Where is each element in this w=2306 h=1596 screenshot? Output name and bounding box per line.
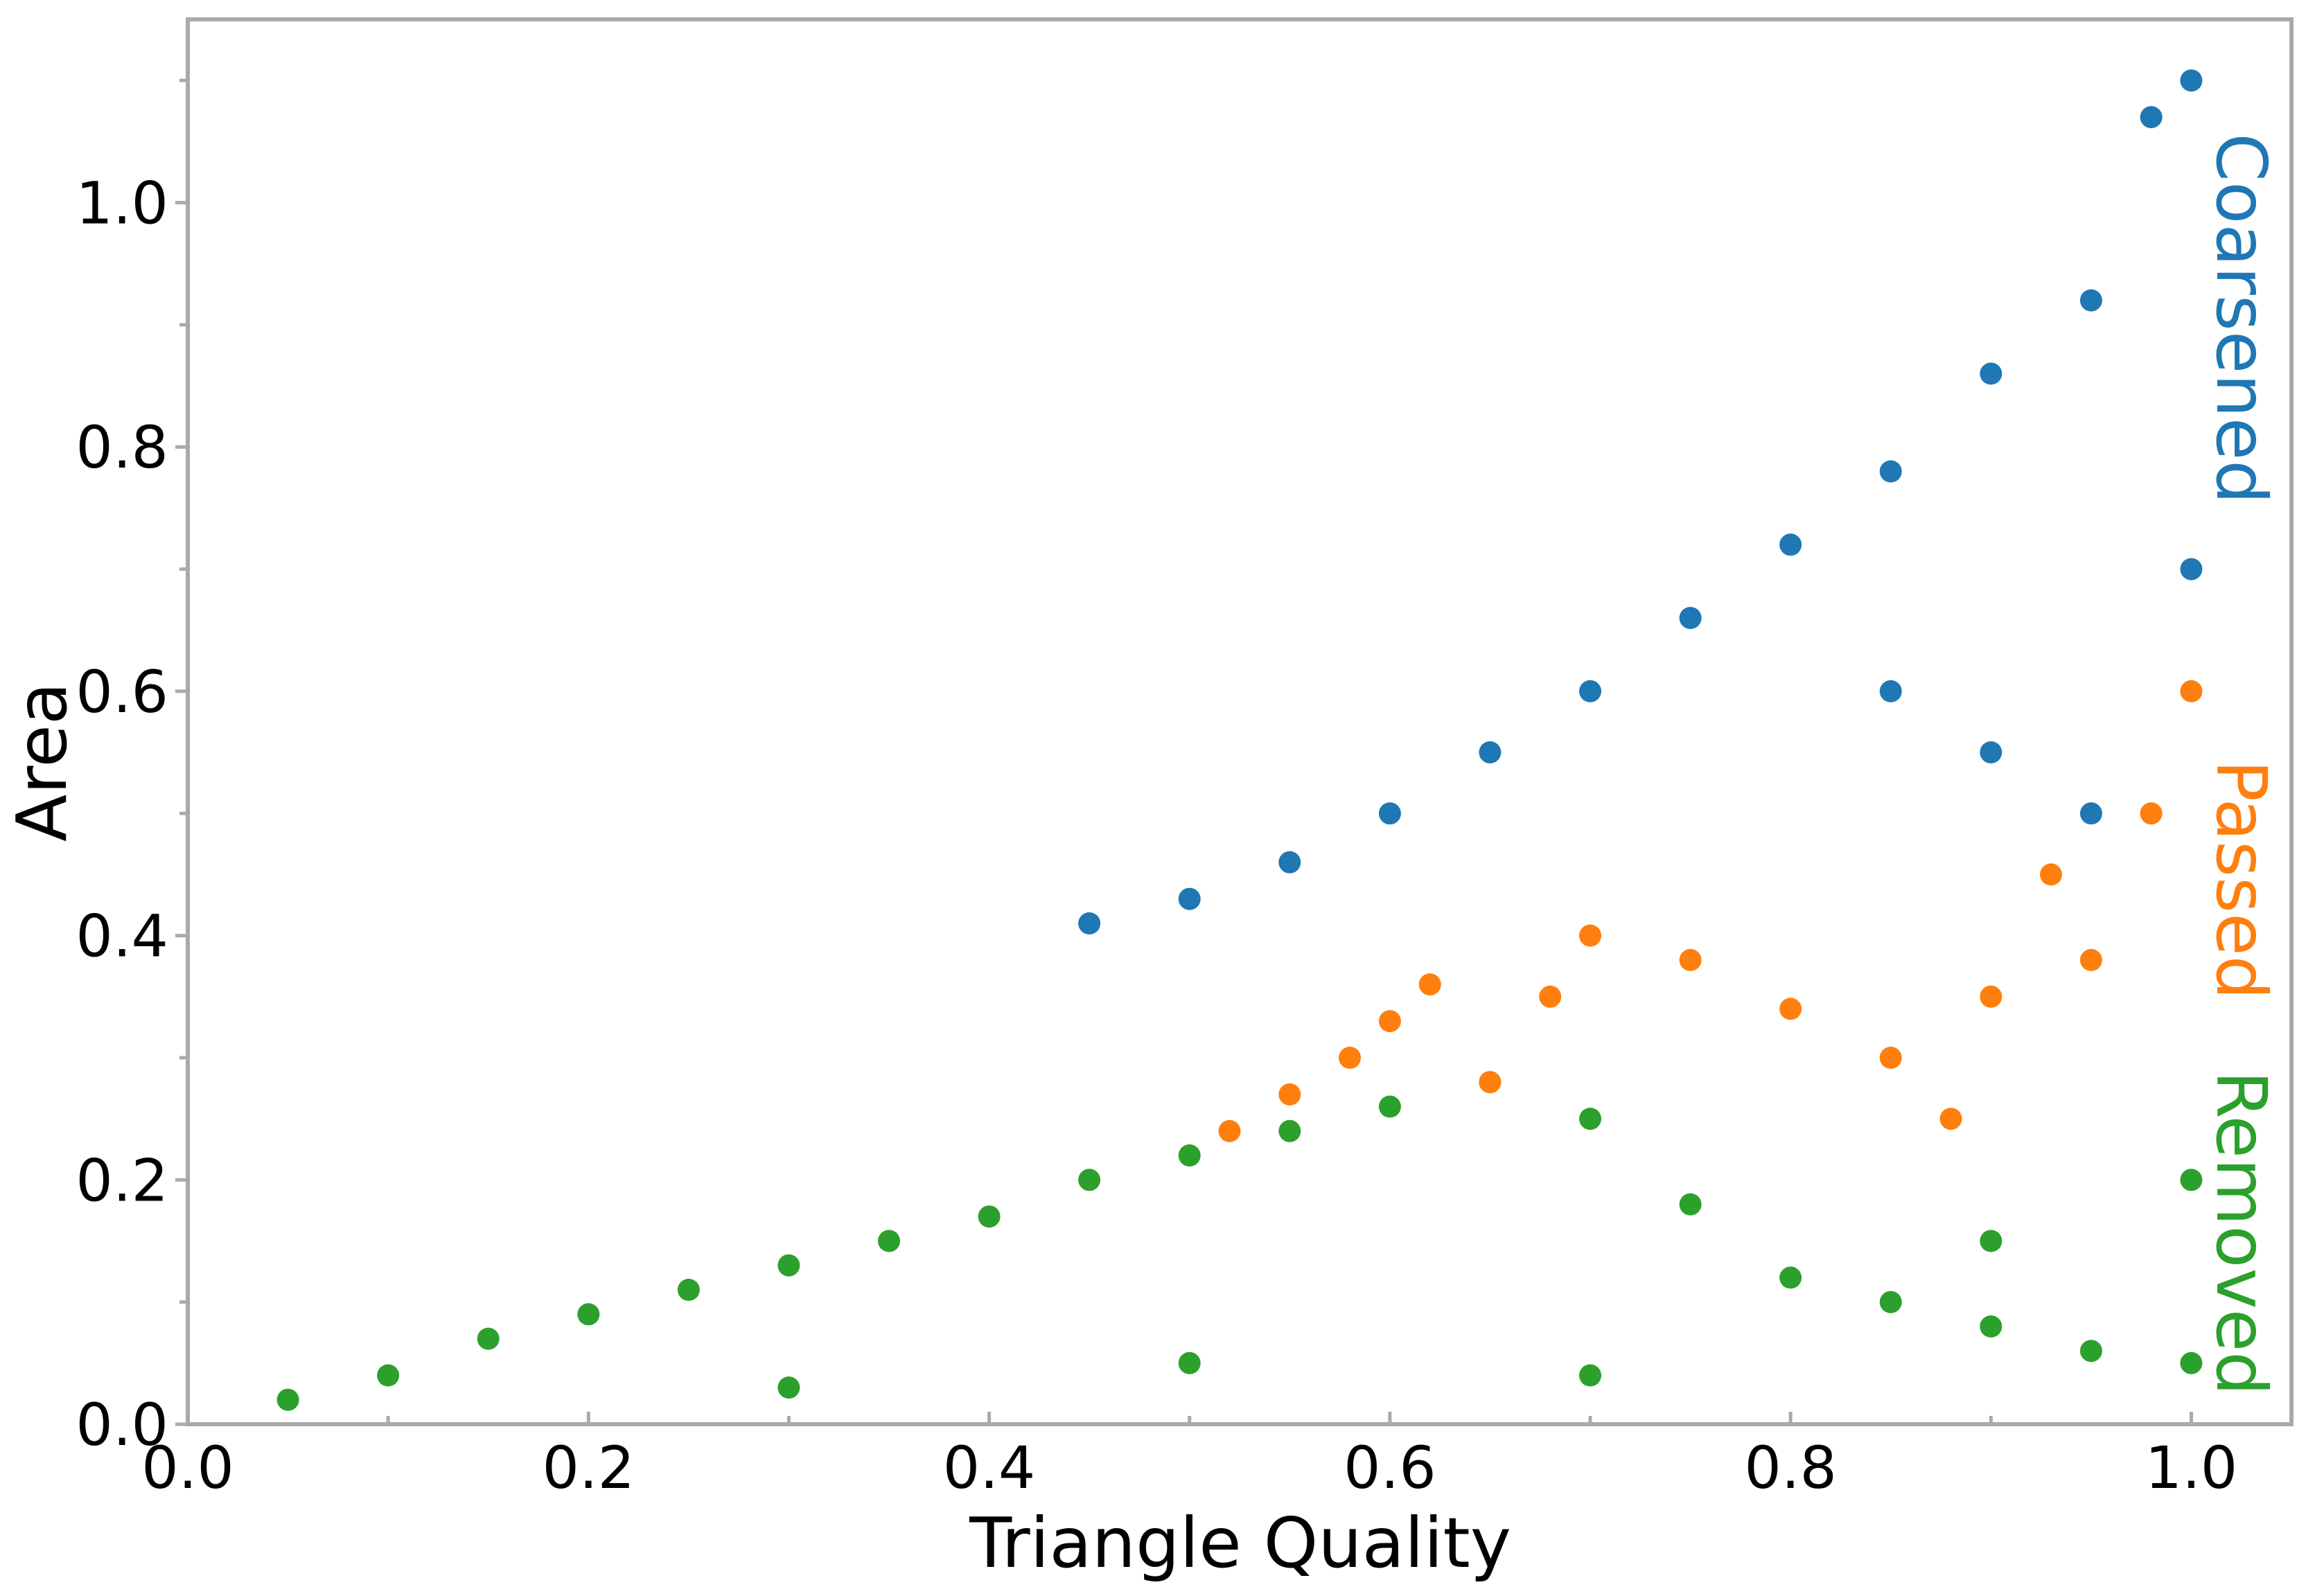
point-coarsened-7 [1779,533,1802,556]
point-coarsened-3 [1378,802,1401,825]
point-removed-0 [276,1388,299,1411]
point-removed-19 [2180,1351,2203,1374]
point-passed-6 [1539,985,1562,1008]
point-passed-16 [2180,680,2203,702]
point-removed-9 [1178,1144,1201,1167]
x-tick-label-3: 0.6 [1344,1434,1436,1502]
point-passed-12 [1980,985,2003,1008]
point-passed-14 [2079,948,2102,971]
point-removed-4 [677,1279,700,1301]
point-passed-11 [1939,1108,1962,1130]
x-axis-title: Triangle Quality [969,1502,1511,1584]
y-axis-title: Area [1,682,82,842]
point-removed-16 [1879,1291,1902,1313]
point-passed-0 [1218,1119,1241,1142]
point-passed-5 [1479,1071,1502,1094]
series-label-passed: Passed [2201,760,2282,1000]
point-removed-14 [1679,1193,1702,1216]
point-passed-8 [1679,948,1702,971]
point-coarsened-16 [2180,558,2203,580]
point-coarsened-2 [1278,851,1301,874]
point-passed-7 [1579,924,1601,947]
point-coarsened-9 [1980,362,2003,385]
x-tick-label-5: 1.0 [2145,1434,2238,1502]
x-tick-label-2: 0.4 [943,1434,1036,1502]
series-label-removed: Removed [2201,1070,2282,1395]
point-passed-15 [2140,802,2163,825]
point-coarsened-5 [1579,680,1601,702]
x-tick-label-4: 0.8 [1744,1434,1837,1502]
point-coarsened-0 [1078,912,1101,934]
point-passed-4 [1418,973,1441,996]
y-tick-label-3: 0.6 [76,658,168,726]
point-passed-2 [1339,1047,1361,1069]
point-removed-10 [1278,1119,1301,1142]
point-removed-21 [1178,1351,1201,1374]
point-passed-10 [1879,1047,1902,1069]
y-tick-label-1: 0.2 [76,1146,168,1214]
point-removed-7 [978,1205,1001,1228]
point-removed-3 [577,1303,600,1326]
point-coarsened-15 [2079,802,2102,825]
point-removed-1 [377,1364,400,1387]
point-coarsened-6 [1679,607,1702,630]
point-removed-22 [1579,1364,1601,1387]
plot-frame [186,17,2294,1426]
point-removed-11 [1378,1095,1401,1118]
point-passed-1 [1278,1083,1301,1106]
point-removed-18 [2079,1340,2102,1363]
point-coarsened-14 [1980,741,2003,764]
point-removed-17 [1980,1315,2003,1338]
point-removed-2 [477,1327,500,1350]
points-layer [276,69,2203,1411]
point-removed-24 [2180,1169,2203,1191]
y-tick-label-5: 1.0 [76,170,168,238]
point-removed-6 [878,1230,900,1252]
point-removed-15 [1779,1266,1802,1289]
point-removed-8 [1078,1169,1101,1191]
point-removed-5 [777,1254,800,1277]
ticks-layer: 0.0 0.2 0.4 0.6 0.8 1.0 0.0 0.2 0.4 0.6 0.8 1.0 [76,78,2238,1502]
point-removed-13 [1579,1108,1601,1130]
point-coarsened-13 [1879,680,1902,702]
point-coarsened-10 [2079,289,2102,312]
point-removed-23 [1980,1230,2003,1252]
point-removed-20 [777,1376,800,1399]
y-tick-label-2: 0.4 [76,903,168,970]
point-coarsened-4 [1479,741,1502,764]
point-coarsened-8 [1879,460,1902,483]
x-tick-label-1: 0.2 [542,1434,635,1502]
point-passed-13 [2040,863,2062,886]
point-coarsened-11 [2140,106,2163,129]
point-passed-9 [1779,998,1802,1020]
y-tick-label-0: 0.0 [76,1391,168,1459]
point-passed-3 [1378,1010,1401,1033]
x-tick-label-0: 0.0 [141,1434,234,1502]
series-label-coarsened: Coarsened [2201,133,2282,504]
y-tick-label-4: 0.8 [76,414,168,481]
point-coarsened-1 [1178,887,1201,910]
point-coarsened-12 [2180,69,2203,92]
